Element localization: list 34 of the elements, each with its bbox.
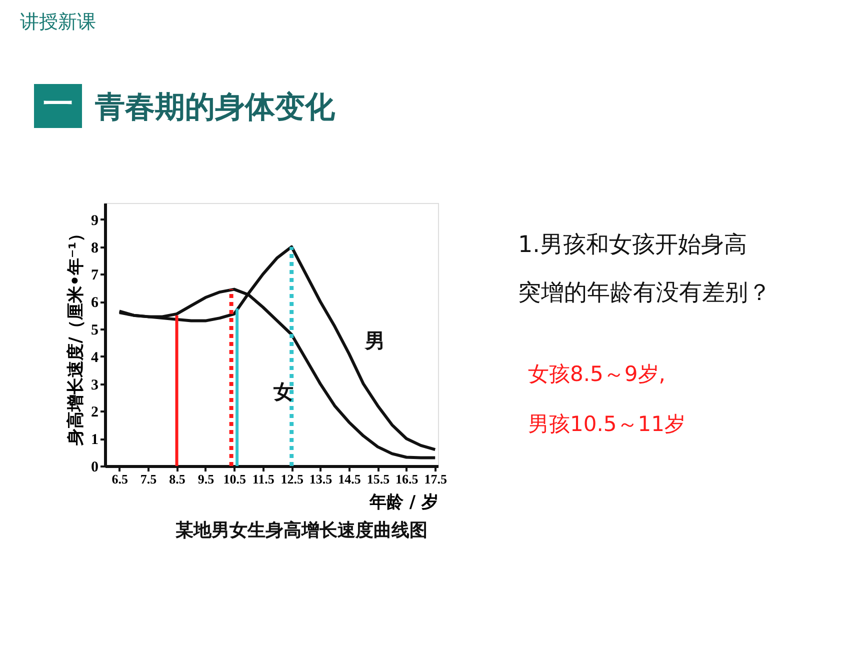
- x-axis-title: 年龄 / 岁: [368, 492, 438, 512]
- x-tick-label: 12.5: [280, 472, 304, 486]
- x-tick-label: 17.5: [424, 472, 448, 486]
- y-tick-label: 4: [91, 350, 99, 366]
- x-tick-label: 11.5: [252, 472, 275, 486]
- series-label: 男: [364, 330, 386, 353]
- y-tick-label: 0: [91, 460, 98, 476]
- y-tick-label: 3: [91, 377, 98, 394]
- text: 女孩8.5～9岁,: [528, 362, 666, 386]
- y-tick-label: 9: [91, 212, 98, 229]
- series-label: 女: [272, 382, 294, 404]
- y-tick-label: 7: [91, 268, 99, 284]
- x-tick-label: 8.5: [169, 472, 186, 486]
- y-tick-label: 6: [91, 295, 99, 312]
- y-tick-label: 8: [91, 240, 98, 256]
- text: 男孩10.5～11岁: [528, 412, 686, 436]
- text: 1.男孩和女孩开始身高: [518, 232, 747, 258]
- x-tick-label: 16.5: [396, 472, 419, 486]
- y-axis-title: 身高增长速度/（厘米•年⁻¹）: [66, 224, 86, 446]
- text: 某地男女生身高增长速度曲线图: [174, 520, 428, 541]
- y-tick-label: 1: [91, 432, 98, 448]
- x-tick-label: 13.5: [309, 472, 333, 486]
- y-tick-label: 2: [91, 404, 98, 421]
- x-tick-label: 14.5: [338, 472, 362, 486]
- text: 突增的年龄有没有差别？: [518, 280, 771, 306]
- text: 青春期的身体变化: [94, 90, 336, 125]
- x-tick-label: 6.5: [112, 472, 128, 486]
- x-tick-label: 10.5: [223, 472, 247, 486]
- x-tick-label: 7.5: [140, 472, 158, 486]
- x-tick-label: 9.5: [198, 472, 215, 486]
- text: 一: [43, 87, 73, 122]
- y-tick-label: 5: [91, 322, 98, 339]
- x-tick-label: 15.5: [366, 472, 390, 486]
- text: 讲授新课: [20, 11, 96, 33]
